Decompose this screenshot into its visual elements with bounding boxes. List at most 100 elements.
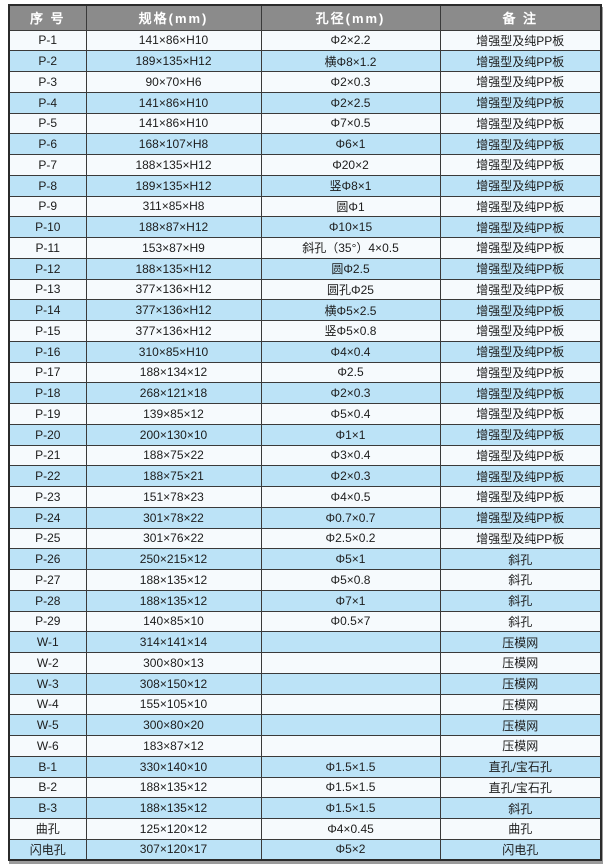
cell-spec: 188×135×12 — [85, 797, 262, 819]
cell-note: 斜孔 — [439, 548, 602, 570]
cell-note: 增强型及纯PP板 — [439, 50, 602, 72]
cell-note: 增强型及纯PP板 — [439, 361, 602, 384]
cell-spec: 377×136×H12 — [85, 320, 262, 342]
cell-hole: Φ6×1 — [260, 133, 441, 155]
table-row: P-16 310×85×H10 Φ4×0.4 增强型及纯PP板 — [8, 340, 602, 363]
cell-hole: Φ5×1 — [260, 548, 441, 570]
cell-serial: P-13 — [8, 278, 87, 301]
cell-serial: P-27 — [8, 569, 87, 591]
cell-spec: 153×87×H9 — [85, 237, 262, 259]
cell-hole: 竖Φ5×0.8 — [260, 320, 441, 342]
cell-note: 压模网 — [439, 735, 602, 757]
table-row: P-27 188×135×12 Φ5×0.8 斜孔 — [8, 569, 602, 591]
cell-serial: W-6 — [8, 735, 87, 757]
table-row: P-4 141×86×H10 Φ2×2.5 增强型及纯PP板 — [8, 91, 602, 114]
cell-hole: Φ2×0.3 — [260, 465, 441, 487]
cell-serial: B-3 — [8, 797, 87, 819]
cell-hole: Φ20×2 — [260, 154, 441, 176]
cell-note: 增强型及纯PP板 — [439, 299, 602, 321]
table-row: P-3 90×70×H6 Φ2×0.3 增强型及纯PP板 — [8, 71, 602, 93]
cell-serial: P-8 — [8, 174, 87, 197]
cell-spec: 377×136×H12 — [85, 299, 262, 321]
cell-spec: 301×78×22 — [85, 506, 262, 529]
cell-note: 直孔/宝石孔 — [439, 776, 602, 799]
cell-hole: Φ5×2 — [260, 838, 441, 861]
table-row: P-13 377×136×H12 圆孔Φ25 增强型及纯PP板 — [8, 278, 602, 301]
spec-table: 序 号 规格(mm) 孔径(mm) 备 注 P-1 141×86×H10 Φ2×2.… — [8, 4, 602, 861]
cell-serial: W-2 — [8, 652, 87, 674]
cell-hole: Φ3×0.4 — [260, 444, 441, 467]
cell-spec: 307×120×17 — [85, 838, 262, 861]
table-row: W-3 308×150×12 压模网 — [8, 672, 602, 695]
cell-hole: 斜孔（35°）4×0.5 — [260, 237, 441, 259]
cell-serial: P-12 — [8, 257, 87, 280]
cell-hole: Φ0.5×7 — [260, 610, 441, 633]
cell-serial: P-26 — [8, 548, 87, 570]
cell-hole — [260, 672, 441, 695]
cell-serial: P-18 — [8, 382, 87, 404]
cell-hole: 圆孔Φ25 — [260, 278, 441, 301]
cell-spec: 314×141×14 — [85, 631, 262, 653]
cell-serial: P-25 — [8, 527, 87, 550]
cell-spec: 308×150×12 — [85, 672, 262, 695]
table-row: P-9 311×85×H8 圆Φ1 增强型及纯PP板 — [8, 195, 602, 218]
cell-hole: Φ5×0.8 — [260, 569, 441, 591]
cell-note: 压模网 — [439, 672, 602, 695]
cell-note: 斜孔 — [439, 797, 602, 819]
cell-note: 增强型及纯PP板 — [439, 154, 602, 176]
cell-hole: 横Φ8×1.2 — [260, 50, 441, 72]
table-row: P-7 188×135×H12 Φ20×2 增强型及纯PP板 — [8, 154, 602, 176]
cell-hole — [260, 693, 441, 716]
header-note: 备 注 — [439, 4, 602, 31]
cell-note: 斜孔 — [439, 569, 602, 591]
cell-spec: 330×140×10 — [85, 755, 262, 778]
cell-spec: 140×85×10 — [85, 610, 262, 633]
cell-spec: 188×135×H12 — [85, 257, 262, 280]
cell-spec: 377×136×H12 — [85, 278, 262, 301]
cell-serial: B-1 — [8, 755, 87, 778]
table-row: P-21 188×75×22 Φ3×0.4 增强型及纯PP板 — [8, 444, 602, 467]
table-row: P-10 188×87×H12 Φ10×15 增强型及纯PP板 — [8, 216, 602, 238]
table-row: P-23 151×78×23 Φ4×0.5 增强型及纯PP板 — [8, 486, 602, 508]
cell-spec: 268×121×18 — [85, 382, 262, 404]
table-row: B-2 188×135×12 Φ1.5×1.5 直孔/宝石孔 — [8, 776, 602, 799]
table-row: B-1 330×140×10 Φ1.5×1.5 直孔/宝石孔 — [8, 755, 602, 778]
header-spec: 规格(mm) — [85, 4, 262, 31]
cell-hole: Φ2.5 — [260, 361, 441, 384]
cell-serial: P-20 — [8, 423, 87, 446]
table-row: P-29 140×85×10 Φ0.5×7 斜孔 — [8, 610, 602, 633]
cell-note: 压模网 — [439, 714, 602, 736]
cell-note: 增强型及纯PP板 — [439, 444, 602, 467]
cell-spec: 188×75×21 — [85, 465, 262, 487]
cell-hole — [260, 714, 441, 736]
cell-note: 增强型及纯PP板 — [439, 216, 602, 238]
cell-serial: P-2 — [8, 50, 87, 72]
cell-hole: Φ10×15 — [260, 216, 441, 238]
cell-hole: Φ4×0.4 — [260, 340, 441, 363]
cell-serial: P-4 — [8, 91, 87, 114]
cell-serial: P-15 — [8, 320, 87, 342]
cell-note: 增强型及纯PP板 — [439, 257, 602, 280]
cell-note: 增强型及纯PP板 — [439, 29, 602, 52]
table-row: W-6 183×87×12 压模网 — [8, 735, 602, 757]
header-serial: 序 号 — [8, 4, 87, 31]
cell-spec: 310×85×H10 — [85, 340, 262, 363]
table-row: P-20 200×130×10 Φ1×1 增强型及纯PP板 — [8, 423, 602, 446]
table-row: P-17 188×134×12 Φ2.5 增强型及纯PP板 — [8, 361, 602, 384]
cell-spec: 200×130×10 — [85, 423, 262, 446]
table-body: P-1 141×86×H10 Φ2×2.2 增强型及纯PP板 P-2 189×135×H1… — [8, 29, 602, 861]
header-hole: 孔径(mm) — [260, 4, 441, 31]
cell-serial: P-1 — [8, 29, 87, 52]
cell-note: 曲孔 — [439, 818, 602, 840]
cell-note: 闪电孔 — [439, 838, 602, 861]
cell-hole: Φ2.5×0.2 — [260, 527, 441, 550]
cell-note: 增强型及纯PP板 — [439, 465, 602, 487]
cell-note: 压模网 — [439, 652, 602, 674]
cell-spec: 90×70×H6 — [85, 71, 262, 93]
table-row: P-18 268×121×18 Φ2×0.3 增强型及纯PP板 — [8, 382, 602, 404]
cell-spec: 188×87×H12 — [85, 216, 262, 238]
cell-hole: Φ2×2.5 — [260, 91, 441, 114]
cell-spec: 300×80×13 — [85, 652, 262, 674]
cell-serial: P-28 — [8, 589, 87, 612]
